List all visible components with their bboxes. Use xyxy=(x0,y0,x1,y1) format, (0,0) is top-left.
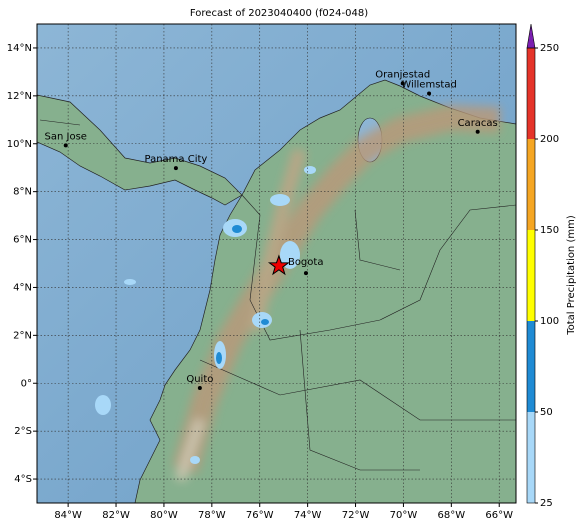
x-tick-label: 78°W xyxy=(198,510,226,521)
map-title: Forecast of 2023040400 (f024-048) xyxy=(190,8,368,19)
colorbar-tick-label: 100 xyxy=(540,316,559,327)
city-dot xyxy=(197,386,202,391)
x-tick-label: 84°W xyxy=(54,510,82,521)
y-tick-label: 4°N xyxy=(13,282,32,293)
city-dot xyxy=(63,143,68,148)
colorbar-tick-label: 25 xyxy=(540,498,553,509)
y-tick-label: 6°N xyxy=(13,235,32,246)
city-label: San Jose xyxy=(45,131,87,142)
x-tick-label: 76°W xyxy=(246,510,274,521)
axes: 84°W 82°W 80°W 78°W 76°W 74°W 72°W 70°W 68°W 66°W… xyxy=(7,43,513,521)
colorbar-tick-label: 50 xyxy=(540,407,553,418)
y-tick-label: 14°N xyxy=(7,43,32,54)
colorbar: 25 50 100 150 200 250 xyxy=(526,23,559,509)
city-dot xyxy=(427,91,432,96)
y-tick-label: 0° xyxy=(21,378,32,389)
city-dot xyxy=(303,271,308,276)
y-tick-label: 2°N xyxy=(13,330,32,341)
location-star xyxy=(267,254,290,276)
y-tick-label: 10°N xyxy=(7,139,32,150)
city-label: Panama City xyxy=(144,154,207,165)
colorbar-tick-label: 250 xyxy=(540,43,559,54)
x-tick-label: 80°W xyxy=(150,510,178,521)
y-tick-label: 4°S xyxy=(14,474,32,485)
colorbar-extend xyxy=(526,23,536,49)
borders xyxy=(39,119,516,471)
city-label: Willemstad xyxy=(401,79,457,90)
colorbar-segment xyxy=(527,412,535,503)
south-america-land xyxy=(134,79,516,503)
x-tick-label: 72°W xyxy=(342,510,370,521)
city-label: Caracas xyxy=(458,118,498,129)
city-dot xyxy=(400,81,405,86)
x-tick-label: 70°W xyxy=(390,510,418,521)
colorbar-label: Total Precipitation (mm) xyxy=(566,215,577,336)
colorbar-segment xyxy=(527,139,535,230)
colorbar-tick-label: 200 xyxy=(540,134,559,145)
map-frame xyxy=(36,23,517,504)
y-tick-label: 12°N xyxy=(7,91,32,102)
colorbar-segment xyxy=(527,230,535,321)
city-dot xyxy=(173,166,178,171)
x-tick-label: 68°W xyxy=(438,510,466,521)
city-label: Oranjestad xyxy=(375,69,430,80)
y-tick-label: 8°N xyxy=(13,187,32,198)
x-tick-label: 66°W xyxy=(485,510,513,521)
colorbar-segment xyxy=(527,321,535,412)
central-america-land xyxy=(37,94,243,206)
colorbar-segment xyxy=(527,48,535,139)
x-tick-label: 74°W xyxy=(294,510,322,521)
precip-areas xyxy=(95,166,316,464)
city-label: Bogota xyxy=(288,257,324,268)
colorbar-frame xyxy=(526,47,536,504)
y-tick-label: 2°S xyxy=(14,426,32,437)
city-label: Quito xyxy=(186,374,213,385)
city-dot xyxy=(475,129,480,134)
precip-heavy xyxy=(216,225,269,364)
graticule xyxy=(37,24,516,503)
colorbar-tick-label: 150 xyxy=(540,225,559,236)
x-tick-label: 82°W xyxy=(102,510,130,521)
